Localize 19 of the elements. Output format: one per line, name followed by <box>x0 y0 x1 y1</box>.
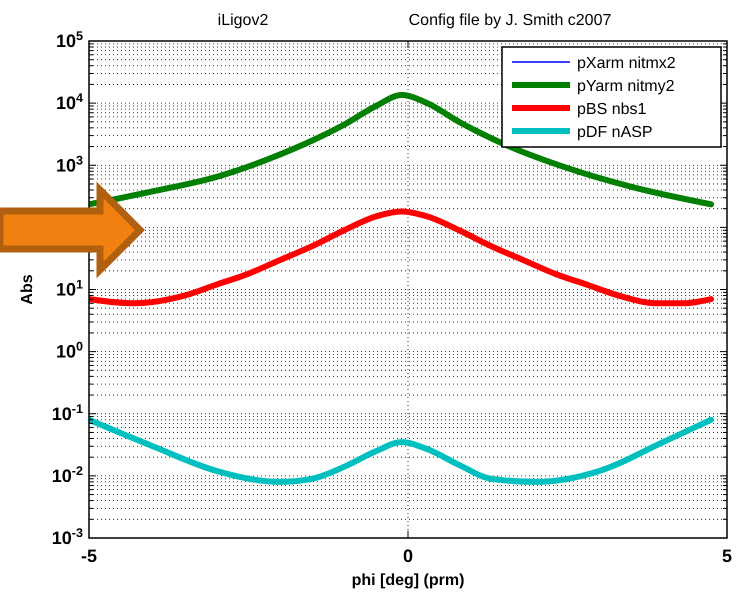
y-tick-label: 10$^{0}$ <box>56 340 83 362</box>
y-tick-label: 10$^{-2}$ <box>52 464 83 486</box>
y-tick-label: 10$^{-1}$ <box>52 402 83 424</box>
y-tick-label: 10$^{5}$ <box>56 29 83 51</box>
y-tick-label: 10$^{3}$ <box>56 153 83 176</box>
x-axis-title: phi [deg] (prm) <box>352 572 464 589</box>
y-axis-title: Abs <box>19 274 36 305</box>
y-tick-label: 10$^{1}$ <box>56 278 83 300</box>
y-tick-label: 10$^{4}$ <box>56 91 83 114</box>
y-tick-label: 10$^{-3}$ <box>52 526 83 548</box>
legend-label: pDF nASP <box>577 124 653 141</box>
x-tick-label: 0 <box>402 546 414 566</box>
x-tick-label: 5 <box>722 546 732 566</box>
x-tick-label: -5 <box>80 546 98 566</box>
chart-subtitle: Config file by J. Smith c2007 <box>408 12 612 29</box>
legend-label: pYarm nitmy2 <box>577 78 675 95</box>
legend-label: pXarm nitmx2 <box>577 55 676 72</box>
chart-title: iLigov2 <box>218 12 268 29</box>
legend-label: pBS nbs1 <box>577 101 646 118</box>
